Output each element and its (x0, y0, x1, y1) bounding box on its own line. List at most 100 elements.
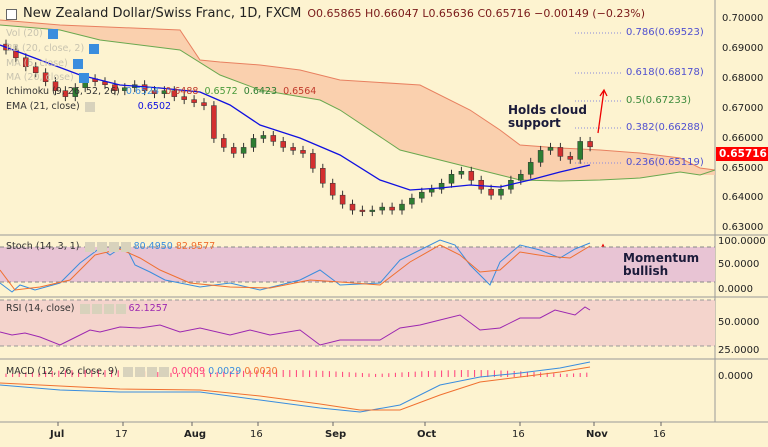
candle-body (527, 162, 534, 175)
candle-body (280, 141, 286, 148)
time-axis-label: 16 (512, 429, 525, 440)
eye-icon[interactable] (78, 72, 89, 83)
ema-line (0, 44, 591, 191)
settings-icon[interactable] (84, 101, 95, 112)
legend-value: 0.6572 (204, 86, 238, 97)
candle-body (270, 135, 277, 142)
time-axis-label: Aug (184, 429, 207, 440)
arrow-icon (597, 88, 619, 337)
candle-body (201, 102, 207, 106)
ichimoku-span-b (0, 24, 716, 182)
eye-icon[interactable] (79, 303, 90, 314)
candle-body (23, 57, 29, 68)
change-value: −0.00149 (−0.23%) (534, 7, 646, 20)
stoch-band (0, 247, 715, 282)
ichimoku-span-a (0, 19, 716, 171)
candle-body (122, 87, 128, 91)
eye-icon[interactable] (72, 58, 83, 69)
eye-icon[interactable] (47, 28, 58, 39)
eye-icon[interactable] (89, 43, 100, 54)
price-axis-label: 0.66000 (722, 132, 764, 144)
open-value: O0.65865 (307, 7, 362, 20)
candle-body (191, 99, 197, 103)
settings-icon[interactable] (91, 303, 102, 314)
legend-value: 0.6488 (165, 86, 199, 97)
candle-body (240, 147, 247, 154)
candle-body (547, 147, 554, 151)
chart-header: New Zealand Dollar/Swiss Franc, 1D, FXCM… (4, 6, 645, 21)
legend-label: MA (5, close) (6, 58, 68, 69)
price-axis-label: 0.67000 (722, 102, 764, 114)
candle-body (181, 96, 187, 100)
price-axis-label: 0.69000 (722, 42, 764, 54)
candle-body (518, 174, 524, 181)
legend-bb[interactable]: BB (20, close, 2) (6, 43, 100, 55)
candle-body (42, 72, 49, 82)
plus-icon[interactable] (108, 241, 119, 252)
candle-body (448, 174, 455, 184)
legend-ichimoku[interactable]: Ichimoku (9, 26, 52, 26) 0.6524 0.6488 0… (6, 86, 316, 98)
rsi-axis-label: 50.0000 (718, 317, 760, 328)
macd-axis-label: 0.0000 (718, 371, 753, 382)
candle-body (32, 66, 39, 73)
candle-body (498, 188, 504, 196)
fib-level-label: 0.236(0.65119) (626, 157, 704, 168)
legend-stoch[interactable]: Stoch (14, 3, 1) 80.4950 82.9577 (6, 241, 215, 253)
macd-signal-line (0, 366, 591, 411)
eye-icon[interactable] (122, 366, 133, 377)
legend-label: MA (20, close) (6, 72, 74, 83)
collapse-icon[interactable] (6, 8, 17, 20)
low-value: L0.65636 (422, 7, 474, 20)
fib-level-label: 0.382(0.66288) (626, 122, 704, 133)
candle-body (399, 203, 405, 211)
legend-value: 0.0029 (208, 366, 242, 377)
legend-rsi[interactable]: RSI (14, close) 62.1257 (6, 303, 168, 315)
time-axis-label: 16 (250, 429, 263, 440)
legend-label: Ichimoku (9, 26, 52, 26) (6, 86, 120, 97)
rsi-line (0, 306, 591, 346)
stoch-axis-label: 0.0000 (718, 284, 753, 295)
legend-ma20[interactable]: MA (20, close) (6, 72, 89, 84)
fib-level-label: 0.5(0.67233) (626, 95, 692, 106)
legend-ema[interactable]: EMA (21, close) 0.6502 (6, 101, 171, 113)
legend-value: 0.6564 (283, 86, 317, 97)
candle-body (349, 203, 356, 211)
annotation-cloud: Holds cloud support (508, 103, 587, 130)
candle-body (329, 182, 336, 196)
symbol-title[interactable]: New Zealand Dollar/Swiss Franc, 1D, FXCM (23, 6, 302, 21)
close-icon[interactable] (158, 366, 169, 377)
legend-value: 80.4950 (133, 241, 173, 252)
candle-body (310, 153, 316, 169)
legend-label: RSI (14, close) (6, 303, 75, 314)
legend-ma5[interactable]: MA (5, close) (6, 58, 83, 70)
candle-body (468, 171, 475, 181)
candle-body (577, 141, 583, 160)
candle-body (151, 90, 158, 94)
candle-body (260, 135, 267, 139)
legend-macd[interactable]: MACD (12, 26, close, 9) 0.0009 0.0029 0.… (6, 366, 278, 378)
close-icon[interactable] (120, 241, 131, 252)
fib-level-label: 0.618(0.68178) (626, 67, 704, 78)
close-value: C0.65716 (477, 7, 531, 20)
annotation-momentum: Momentum bullish (623, 251, 700, 278)
candle-body (320, 168, 326, 184)
candle-body (290, 147, 296, 151)
candle-body (211, 105, 217, 139)
candle-body (13, 49, 19, 59)
candle-body (161, 90, 168, 94)
eye-icon[interactable] (84, 241, 95, 252)
candle-body (389, 206, 395, 211)
close-icon[interactable] (115, 303, 126, 314)
candle-body (458, 171, 465, 175)
ohlc-readout: O0.65865 H0.66047 L0.65636 C0.65716 −0.0… (307, 8, 645, 20)
settings-icon[interactable] (134, 366, 145, 377)
legend-vol[interactable]: Vol (20) (6, 28, 58, 40)
plus-icon[interactable] (103, 303, 114, 314)
settings-icon[interactable] (96, 241, 107, 252)
legend-label: EMA (21, close) (6, 101, 80, 112)
plus-icon[interactable] (146, 366, 157, 377)
candle-body (221, 138, 227, 148)
candle-body (112, 84, 118, 91)
stoch-axis-label: 50.0000 (718, 259, 760, 270)
